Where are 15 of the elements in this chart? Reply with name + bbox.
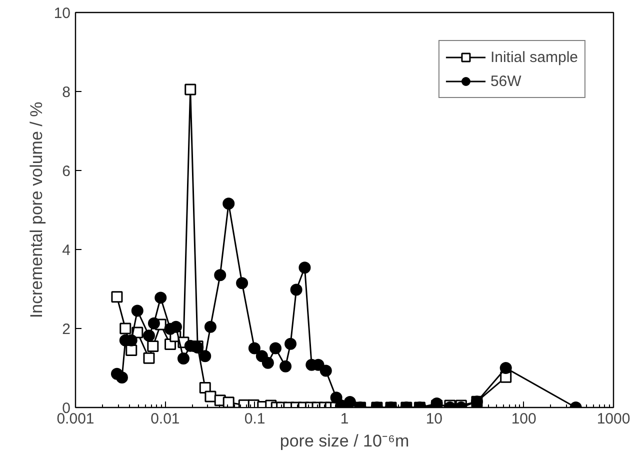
legend-label: Initial sample [490, 48, 578, 66]
y-tick-label: 4 [62, 242, 70, 259]
y-axis-title: Incremental pore volume / % [26, 102, 46, 318]
y-tick-label: 10 [54, 5, 71, 22]
x-axis-title: pore size / 10⁻⁶m [280, 432, 410, 450]
legend-label: 56W [490, 72, 522, 90]
x-tick-label: 0.1 [244, 410, 266, 428]
y-tick-label: 2 [62, 321, 70, 338]
x-tick-label: 1000 [596, 410, 630, 428]
x-tick-label: 100 [511, 410, 536, 428]
y-tick-label: 6 [62, 163, 70, 180]
x-tick-label: 10 [426, 410, 443, 428]
x-tick-label: 0.01 [150, 410, 180, 428]
x-tick-label: 1 [340, 410, 349, 428]
y-tick-label: 8 [62, 84, 70, 101]
